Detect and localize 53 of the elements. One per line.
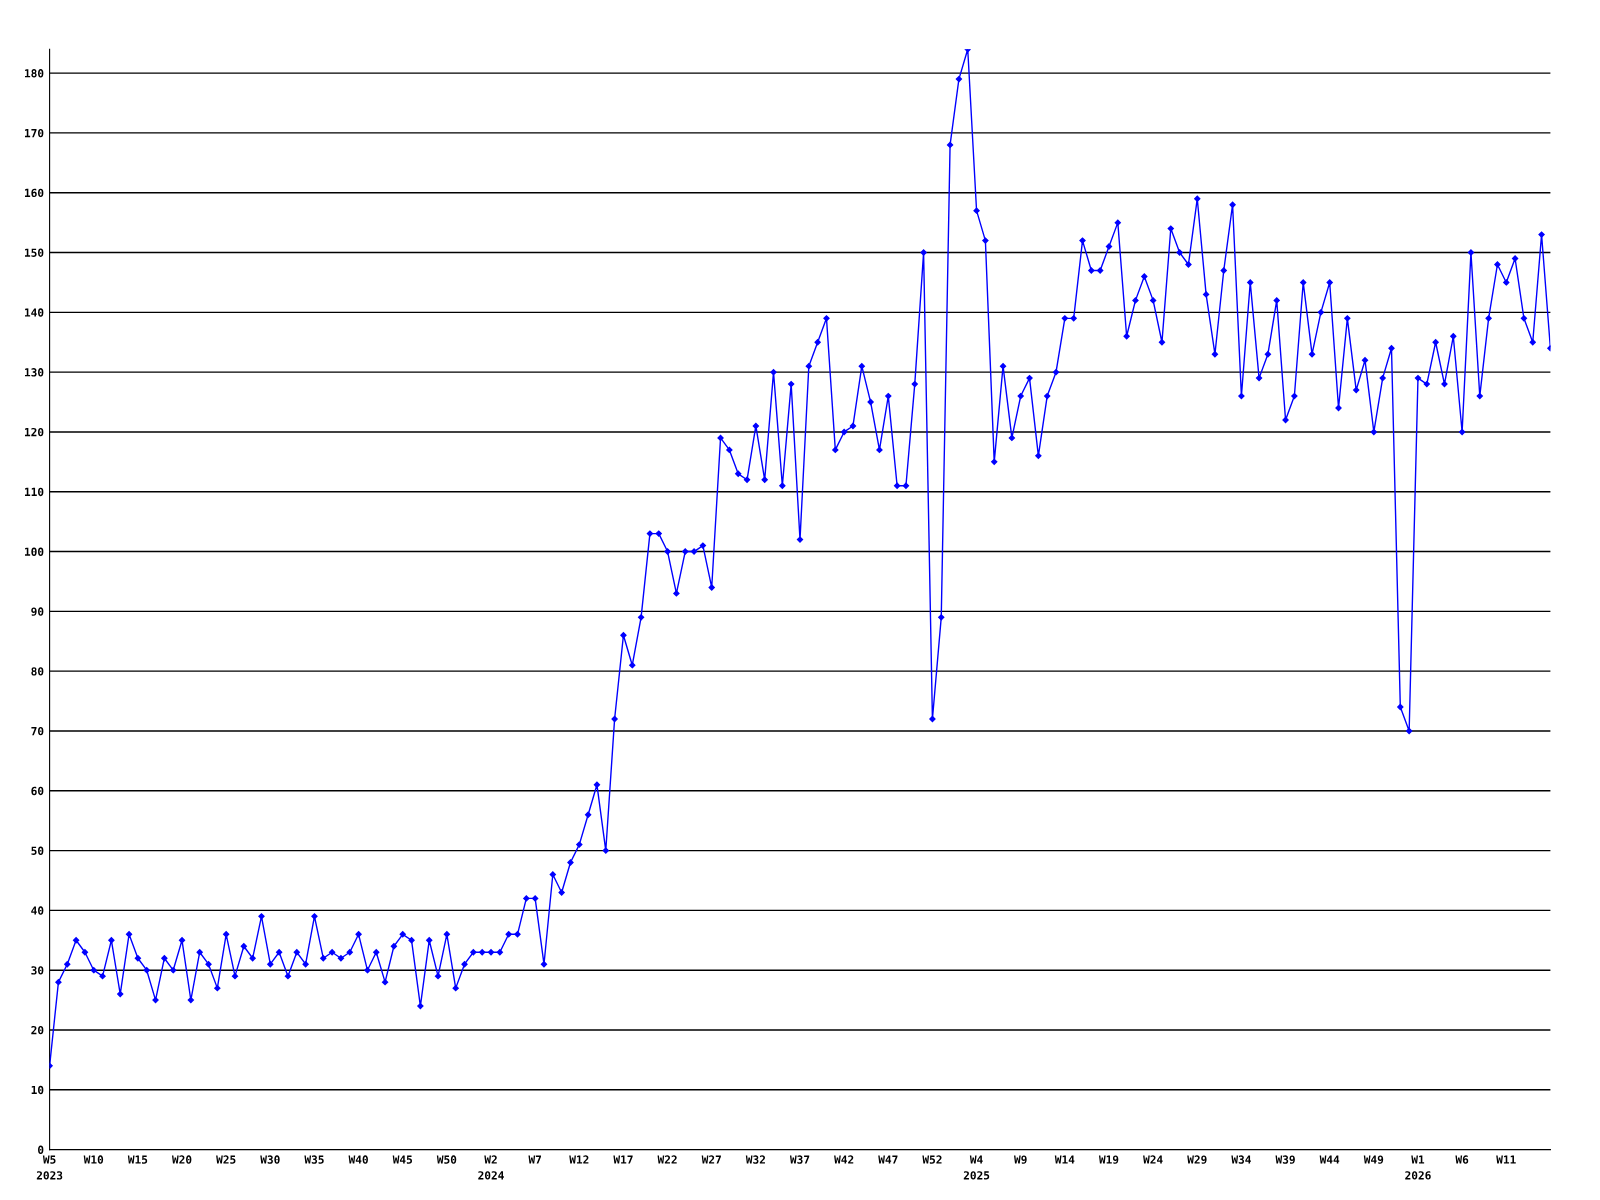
y-tick-label: 30	[31, 966, 44, 975]
x-tick-label: W29	[1187, 1155, 1207, 1164]
x-tick-label: W14	[1054, 1155, 1075, 1164]
x-tick-label: W30	[260, 1155, 280, 1164]
y-tick-label: 120	[25, 427, 44, 437]
y-tick-label: 100	[25, 547, 44, 556]
x-tick-label: W2 2024	[478, 1155, 504, 1180]
y-tick-label: 90	[31, 607, 44, 616]
x-tick-label: W32	[745, 1155, 765, 1164]
x-tick-label: W15	[127, 1155, 148, 1164]
x-tick-label: W42	[834, 1155, 854, 1164]
x-tick-label: W47	[878, 1155, 898, 1164]
x-tick-label: W7	[528, 1155, 542, 1164]
x-tick-label: W6	[1455, 1155, 1469, 1164]
x-tick-label: W11	[1496, 1155, 1516, 1164]
x-tick-label: W24	[1143, 1155, 1163, 1164]
x-tick-label: W12	[569, 1155, 589, 1164]
x-tick-label: W19	[1098, 1155, 1119, 1164]
y-tick-label: 40	[31, 906, 44, 915]
x-tick-label: W37	[789, 1155, 810, 1164]
y-tick-label: 170	[25, 128, 44, 138]
x-tick-label: W52	[922, 1155, 942, 1164]
x-tick-label: W49	[1363, 1155, 1384, 1164]
x-tick-label: W44	[1319, 1155, 1340, 1164]
y-tick-label: 130	[25, 368, 44, 377]
y-tick-label: 110	[25, 487, 44, 497]
x-tick-label: W20	[171, 1155, 192, 1164]
y-tick-label: 60	[31, 786, 44, 796]
y-tick-label: 0	[38, 1145, 44, 1154]
x-tick-label: W39	[1275, 1155, 1295, 1164]
x-tick-label: W35	[304, 1155, 324, 1164]
x-tick-label: W22	[657, 1155, 677, 1164]
x-tick-label: W1 2026	[1405, 1155, 1431, 1180]
x-tick-label: W45	[392, 1155, 413, 1164]
x-tick-label: W40	[348, 1155, 368, 1164]
x-tick-label: W9	[1014, 1155, 1027, 1164]
y-tick-label: 140	[25, 308, 44, 317]
y-tick-label: 180	[25, 69, 44, 78]
x-tick-label: W27	[701, 1155, 721, 1164]
y-tick-label: 150	[25, 248, 44, 257]
x-tick-label: W17	[613, 1155, 633, 1164]
y-tick-label: 20	[31, 1025, 44, 1035]
y-tick-label: 70	[31, 726, 44, 736]
y-tick-label: 80	[31, 667, 44, 676]
y-tick-label: 50	[31, 846, 44, 855]
y-tick-label: 160	[25, 188, 44, 198]
y-tick-label: 10	[31, 1085, 44, 1095]
x-tick-label: W34	[1231, 1155, 1251, 1164]
x-tick-label: W25	[216, 1155, 236, 1164]
x-tick-label: W50	[436, 1155, 457, 1164]
x-tick-label: W10	[83, 1155, 104, 1164]
x-tick-label: W4 2025	[963, 1155, 990, 1180]
x-tick-label: W5 2023	[36, 1155, 63, 1180]
